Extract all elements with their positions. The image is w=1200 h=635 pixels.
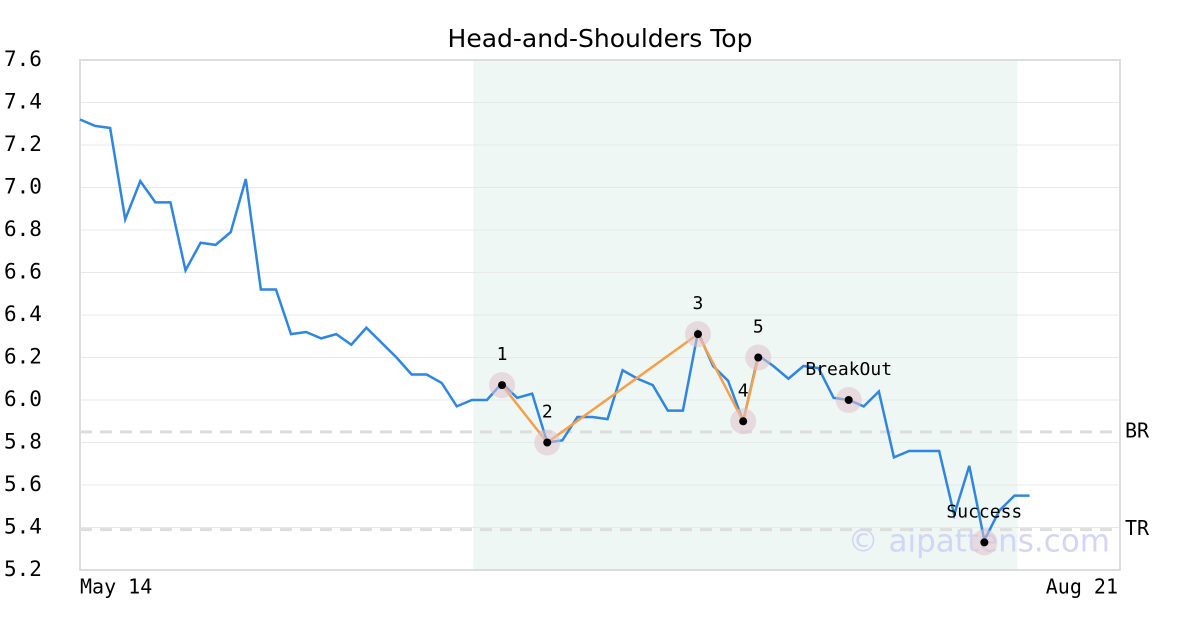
plot-frame bbox=[79, 59, 1121, 571]
pattern-point-label: 5 bbox=[753, 317, 764, 338]
y-tick-label: 6.8 bbox=[4, 217, 42, 241]
pattern-point-label: 3 bbox=[693, 293, 704, 314]
y-tick-label: 5.4 bbox=[4, 515, 42, 539]
pattern-point-dot bbox=[739, 417, 748, 426]
chart-title: Head-and-Shoulders Top bbox=[448, 24, 753, 53]
event-point-dot bbox=[980, 538, 989, 547]
level-label: BR bbox=[1125, 418, 1150, 442]
y-tick-label: 7.6 bbox=[4, 47, 42, 71]
x-tick-label: Aug 21 bbox=[1046, 575, 1118, 599]
y-tick-label: 6.4 bbox=[4, 302, 42, 326]
pattern-point-dot bbox=[543, 438, 552, 447]
pattern-point-label: 4 bbox=[738, 380, 749, 401]
pattern-point-label: 2 bbox=[542, 402, 553, 423]
y-tick-label: 6.0 bbox=[4, 387, 42, 411]
level-label: TR bbox=[1125, 516, 1150, 540]
y-tick-label: 6.6 bbox=[4, 260, 42, 284]
event-point-dot bbox=[844, 396, 853, 404]
y-tick-label: 7.2 bbox=[4, 132, 42, 156]
y-tick-label: 5.2 bbox=[4, 557, 42, 581]
pattern-point-dot bbox=[754, 353, 763, 362]
pattern-point-label: 1 bbox=[497, 344, 508, 365]
y-tick-label: 5.6 bbox=[4, 472, 42, 496]
event-point-label: Success bbox=[946, 501, 1022, 522]
y-tick-label: 6.2 bbox=[4, 345, 42, 369]
y-tick-label: 7.4 bbox=[4, 90, 42, 114]
x-tick-label: May 14 bbox=[80, 575, 152, 599]
y-tick-label: 5.8 bbox=[4, 430, 42, 454]
pattern-point-dot bbox=[498, 381, 507, 390]
pattern-point-dot bbox=[693, 330, 702, 339]
event-point-label: BreakOut bbox=[805, 359, 892, 380]
y-tick-label: 7.0 bbox=[4, 175, 42, 199]
